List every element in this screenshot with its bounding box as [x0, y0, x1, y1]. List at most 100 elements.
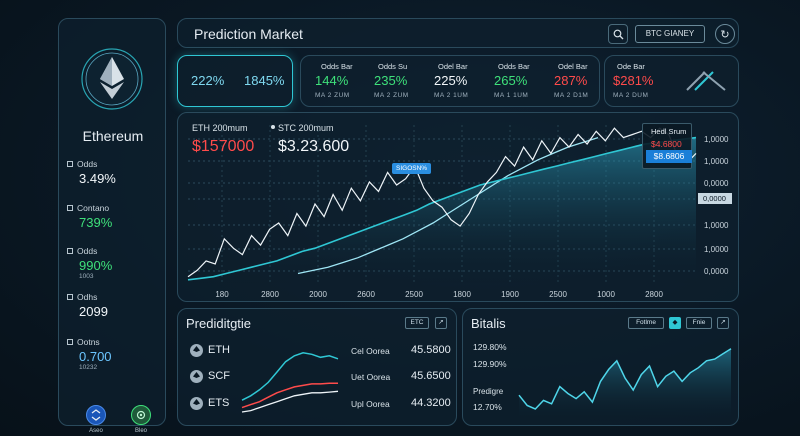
bitalis-chart[interactable]	[517, 331, 733, 423]
odds-sub-1: MA 2 ZUM	[315, 92, 350, 99]
ethereum-logo-icon	[81, 48, 143, 110]
odds-value-5: 287%	[554, 73, 588, 88]
odds-value-6: $281%	[613, 73, 654, 88]
x-axis-tick: 2600	[357, 290, 375, 299]
odds-value-1: 144%	[315, 73, 349, 88]
odds-card-group: Odds Bar 144% MA 2 ZUM Odds Su 235% MA 2…	[300, 55, 600, 107]
stc-price-value: $3.23.600	[278, 138, 350, 155]
bitalis-panel: Bitalis Fotlme ◆ Fnie ↗ 129.80% 129.90% …	[462, 308, 739, 426]
predictions-expand-button[interactable]: ↗	[435, 317, 447, 329]
diamond-icon: ◆	[672, 319, 678, 326]
main-chart-trend	[187, 136, 697, 281]
main-chart-area	[188, 137, 696, 283]
bitalis-timeframe-button[interactable]: Fotlme	[628, 317, 664, 329]
expand-arrows-icon[interactable]	[683, 68, 729, 94]
odds-value-4: 265%	[494, 73, 528, 88]
predictions-title: Prediditgtie	[186, 316, 252, 331]
stc-price-label: STC 200mum	[278, 123, 334, 133]
x-axis-tick: 2500	[549, 290, 567, 299]
market-selector-button[interactable]: BTC GIANEY	[635, 25, 705, 43]
separator-dot	[271, 125, 275, 129]
sidebar-button-aseo[interactable]	[86, 405, 106, 425]
y-axis-tick: 1,0000	[704, 135, 729, 144]
eth-price-value: $157000	[192, 138, 255, 155]
refresh-icon: ↻	[720, 28, 730, 41]
odds-sub-3: MA 2 1UM	[434, 92, 469, 99]
x-axis-tick: 1800	[453, 290, 471, 299]
chart-legend-blue: $8.6806	[646, 150, 692, 163]
prediction-row-status: Cel Oorea	[351, 346, 390, 356]
sidebar-button-aseo-label: Aseo	[89, 428, 103, 434]
prediction-line-eth	[241, 352, 339, 401]
predictions-filter-button[interactable]: ETC	[405, 317, 429, 329]
bitalis-stat-1: 129.80%	[473, 342, 507, 352]
bitalis-chart-line	[518, 348, 732, 410]
odds-sub-6: MA 2 DUM	[613, 92, 649, 99]
odds-label-4: Odds Bar	[498, 62, 530, 71]
odds-label-5: Odel Bar	[558, 62, 588, 71]
summary-value-2: 1845%	[244, 73, 285, 88]
summary-value-1: 222%	[191, 73, 225, 88]
prediction-row-label: SCF	[208, 370, 230, 382]
y-axis-tick: 0,0000	[704, 179, 729, 188]
bitalis-stat-label: Predigre	[473, 387, 504, 396]
sidebar-stat-odhs: Odhs 2099	[67, 292, 108, 319]
search-icon	[613, 29, 623, 39]
x-axis-tick: 2000	[309, 290, 327, 299]
bitalis-toggle-button[interactable]: ◆	[669, 317, 681, 329]
eth-coin-icon	[190, 344, 203, 357]
odds-sub-4: MA 1 1UM	[494, 92, 529, 99]
bitalis-filter-button[interactable]: Fnie	[686, 317, 712, 329]
ets-coin-icon	[190, 397, 203, 410]
chart-legend-title: Hedl Srum	[651, 127, 687, 136]
odds-card-red: Ode Bar $281% MA 2 DUM	[604, 55, 739, 107]
prediction-line-scf	[241, 382, 338, 409]
prediction-row-value: 44.3200	[411, 397, 451, 409]
summary-card-highlight[interactable]: 222% 1845%	[177, 55, 293, 107]
external-link-icon: ↗	[438, 319, 444, 326]
y-axis-highlight	[698, 193, 732, 204]
x-axis-tick: 1900	[501, 290, 519, 299]
network-icon	[136, 410, 146, 420]
predictions-panel: Prediditgtie ETC ↗ ETH SCF ETS Cel Oorea…	[177, 308, 457, 426]
refresh-button[interactable]: ↻	[715, 24, 735, 44]
chart-legend-red: $4.6800	[651, 139, 682, 149]
y-axis-tick: 1,0000	[704, 245, 729, 254]
odds-sub-2: MA 2 ZUM	[374, 92, 409, 99]
x-axis-tick: 1000	[597, 290, 615, 299]
x-axis-tick: 2800	[261, 290, 279, 299]
bitalis-stat-2: 129.90%	[473, 359, 507, 369]
header: Prediction Market BTC GIANEY ↻	[177, 18, 739, 48]
page-title: Prediction Market	[194, 26, 303, 42]
sidebar-button-bleo[interactable]	[131, 405, 151, 425]
sidebar-stat-odds: Odds 3.49%	[67, 159, 116, 186]
sidebar: Ethereum Odds 3.49% Contano 739% Odds 99…	[58, 18, 166, 434]
odds-label-1: Odds Bar	[321, 62, 353, 71]
prediction-line-ets	[241, 390, 339, 413]
sidebar-button-bleo-label: Bleo	[134, 428, 147, 434]
bitalis-expand-button[interactable]: ↗	[717, 317, 729, 329]
chart-marker-badge[interactable]: SIGOSN%	[392, 163, 432, 174]
main-chart-eth-line	[187, 127, 697, 278]
main-chart[interactable]: 1,0000 1,0000 0,0000 0,0000 1,0000 1,0000 0,00…	[178, 113, 740, 303]
prediction-row-value: 45.5800	[411, 344, 451, 356]
search-button[interactable]	[608, 24, 628, 44]
prediction-row-value: 45.6500	[411, 370, 451, 382]
main-chart-panel: 1,0000 1,0000 0,0000 0,0000 1,0000 1,0000 0,00…	[177, 112, 739, 302]
y-axis-tick: 1,0000	[704, 157, 729, 166]
odds-label-2: Odds Su	[378, 62, 408, 71]
x-axis-tick: 2500	[405, 290, 423, 299]
scf-coin-icon	[190, 370, 203, 383]
main-chart-baseline	[297, 136, 599, 275]
bitalis-chart-area	[519, 348, 731, 421]
prediction-row-status: Uet Oorea	[351, 372, 391, 382]
y-axis-tick: 0,0000	[704, 267, 729, 276]
prediction-row-label: ETS	[208, 397, 230, 409]
sidebar-title: Ethereum	[82, 128, 144, 144]
y-axis-tick: 1,0000	[704, 221, 729, 230]
odds-sub-5: MA 2 D1M	[554, 92, 589, 99]
odds-label-6: Ode Bar	[617, 62, 645, 71]
swap-icon	[91, 409, 101, 421]
odds-value-2: 235%	[374, 73, 408, 88]
odds-value-3: 225%	[434, 73, 468, 88]
